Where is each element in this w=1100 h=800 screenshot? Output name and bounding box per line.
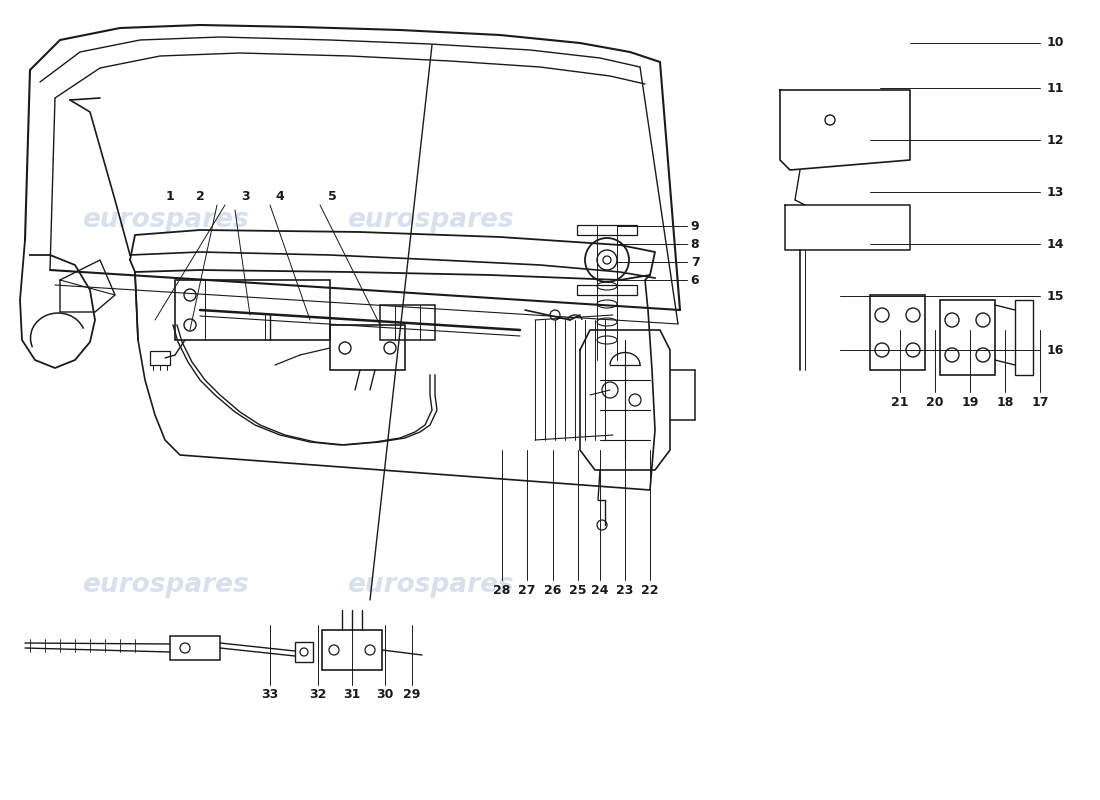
Text: 6: 6 (691, 274, 700, 286)
Bar (870, 295, 925, 370)
Text: 15: 15 (1046, 290, 1064, 302)
Text: 33: 33 (262, 689, 278, 702)
Text: 26: 26 (544, 583, 562, 597)
Bar (330, 325, 405, 370)
Text: 23: 23 (616, 583, 634, 597)
Text: eurospares: eurospares (81, 207, 249, 233)
Text: 27: 27 (518, 583, 536, 597)
Text: 13: 13 (1046, 186, 1064, 198)
Text: 29: 29 (404, 689, 420, 702)
Bar (578, 285, 637, 295)
Bar (150, 351, 170, 365)
Text: 12: 12 (1046, 134, 1064, 146)
Bar (295, 642, 313, 662)
Text: 5: 5 (328, 190, 337, 203)
Text: 22: 22 (641, 583, 659, 597)
Text: 10: 10 (1046, 37, 1064, 50)
Text: 3: 3 (241, 190, 250, 203)
Text: 32: 32 (309, 689, 327, 702)
Text: 2: 2 (196, 190, 205, 203)
Text: 28: 28 (493, 583, 510, 597)
Text: 9: 9 (691, 219, 700, 233)
Bar (175, 280, 330, 340)
Bar (940, 300, 996, 375)
Text: 25: 25 (570, 583, 586, 597)
Text: eurospares: eurospares (81, 572, 249, 598)
Bar (322, 630, 382, 670)
Text: 14: 14 (1046, 238, 1064, 250)
Text: 8: 8 (691, 238, 700, 250)
Text: 11: 11 (1046, 82, 1064, 94)
Bar (170, 636, 220, 660)
Text: 24: 24 (592, 583, 608, 597)
Text: 4: 4 (276, 190, 285, 203)
Text: 7: 7 (691, 255, 700, 269)
Text: 30: 30 (376, 689, 394, 702)
Text: 16: 16 (1046, 343, 1064, 357)
Text: 21: 21 (891, 395, 909, 409)
Bar (379, 305, 434, 340)
Bar (578, 225, 637, 235)
Text: 20: 20 (926, 395, 944, 409)
Bar (1015, 300, 1033, 375)
Text: 19: 19 (961, 395, 979, 409)
Text: 17: 17 (1032, 395, 1048, 409)
Text: 31: 31 (343, 689, 361, 702)
Text: eurospares: eurospares (346, 207, 514, 233)
Text: eurospares: eurospares (346, 572, 514, 598)
Text: 1: 1 (166, 190, 175, 203)
Text: 18: 18 (997, 395, 1014, 409)
